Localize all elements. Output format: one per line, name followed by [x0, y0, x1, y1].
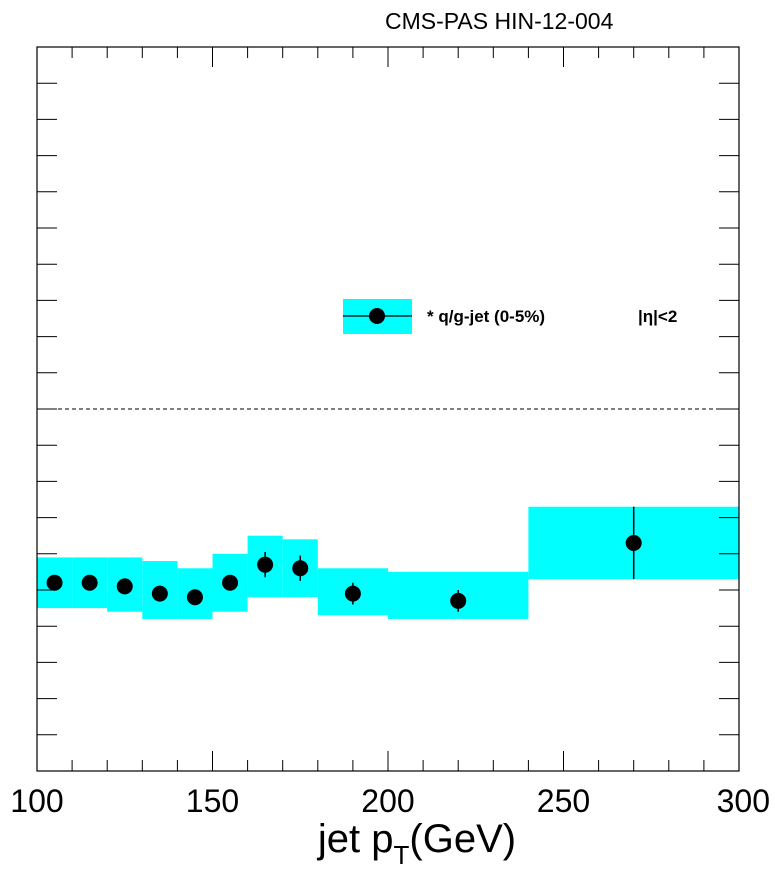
data-point: [625, 534, 642, 551]
plot-frame: [36, 46, 740, 772]
header-label: CMS-PAS HIN-12-004: [385, 8, 614, 34]
data-point: [46, 574, 63, 591]
x-axis-label: jet pT(GeV): [317, 817, 516, 870]
x-tick-label: 150: [186, 783, 239, 819]
legend: * q/g-jet (0-5%) |η|<2: [343, 299, 677, 334]
legend-eta-label: |η|<2: [638, 307, 677, 326]
x-axis-label-subscript: T: [394, 840, 410, 870]
data-point: [450, 592, 467, 609]
data-point: [344, 585, 361, 602]
x-axis-label-main: jet p: [317, 817, 394, 861]
x-tick-label: 250: [537, 783, 590, 819]
systematic-bands: [37, 506, 739, 619]
data-point: [186, 589, 203, 606]
data-point: [151, 585, 168, 602]
x-tick-label: 200: [361, 783, 414, 819]
data-point: [81, 574, 98, 591]
data-point: [116, 578, 133, 595]
data-points: [46, 506, 642, 612]
data-point: [222, 574, 239, 591]
legend-label: * q/g-jet (0-5%): [427, 307, 545, 326]
x-tick-labels: 100 150 200 250 300: [10, 783, 770, 819]
x-tick-label: 100: [10, 783, 63, 819]
data-point: [292, 560, 309, 577]
x-tick-label: 300: [717, 783, 770, 819]
x-axis-label-unit: (GeV): [409, 817, 516, 861]
data-point: [257, 556, 274, 573]
legend-marker: [369, 308, 385, 324]
